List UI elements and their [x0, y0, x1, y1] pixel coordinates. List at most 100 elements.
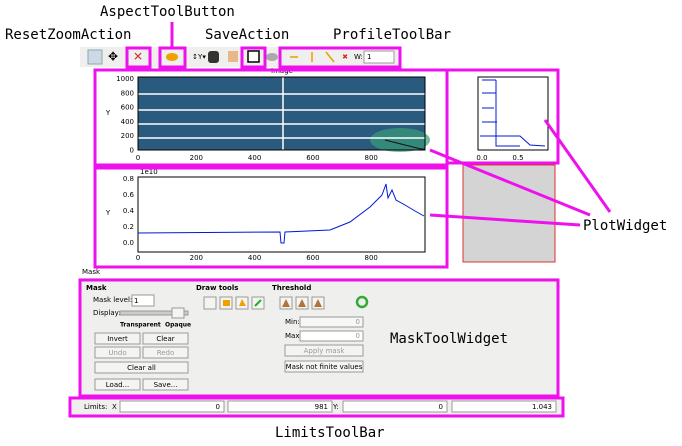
- x-tick-label: 800: [365, 154, 378, 162]
- apply-mask-text: Apply mask: [304, 347, 346, 355]
- y-tick-label: 1000: [116, 75, 134, 83]
- clear-profile[interactable]: ✖: [342, 53, 348, 61]
- mask-not-finite-button[interactable]: [284, 360, 364, 373]
- polygon-icon: [239, 299, 246, 306]
- mask-level-label: Mask level:: [93, 296, 132, 304]
- limit-value: 1.043: [532, 403, 552, 411]
- threshold-glyph: [282, 299, 322, 307]
- width-label: W:: [354, 53, 363, 61]
- mask-button-text: Invert: [107, 335, 128, 343]
- annotation: ResetZoomAction: [5, 27, 131, 43]
- refresh-icon[interactable]: [355, 295, 369, 309]
- limit-field[interactable]: [342, 400, 448, 413]
- annotation: MaskToolWidget: [390, 331, 508, 347]
- pan-icon[interactable]: ✥: [108, 50, 118, 64]
- draw-tool[interactable]: [203, 296, 217, 310]
- y-tick-label: 0.2: [123, 223, 134, 231]
- draw-tool-icons: [203, 296, 265, 310]
- x-tick-label: 600: [306, 254, 319, 262]
- x-tick-label: 0.5: [512, 154, 523, 162]
- reset-zoom-icon[interactable]: ✕: [133, 50, 143, 64]
- mask-button[interactable]: [94, 378, 141, 391]
- dock-title: Mask: [82, 268, 101, 276]
- pencil-icon: [254, 299, 262, 307]
- annotation: LimitsToolBar: [275, 425, 385, 441]
- limit-field[interactable]: [451, 400, 557, 413]
- annotation: AspectToolButton: [100, 4, 235, 20]
- y-tick-label: 0.0: [123, 239, 134, 247]
- draw-tools-title: Draw tools: [196, 284, 238, 292]
- mask-level-spin[interactable]: [131, 294, 155, 307]
- mask-button[interactable]: [94, 346, 141, 359]
- aspect-icon[interactable]: [166, 53, 178, 61]
- display-label: Display:: [93, 309, 121, 317]
- image-frame: [137, 76, 426, 151]
- annotation: ProfileToolBar: [333, 27, 451, 43]
- x-tick-label: 400: [248, 254, 261, 262]
- mask-button[interactable]: [94, 361, 189, 374]
- limit-value: 981: [315, 403, 328, 411]
- image-highlight: [370, 128, 430, 152]
- profile-curve: [137, 183, 425, 244]
- mask-level-value: 1: [134, 297, 138, 305]
- zoom-mode[interactable]: [87, 49, 103, 65]
- image-lines: [138, 77, 425, 150]
- empty-area: [462, 164, 556, 263]
- y-tick-label: 600: [121, 104, 134, 112]
- mask-button[interactable]: [142, 378, 189, 391]
- annotation: SaveAction: [205, 27, 289, 43]
- x-tick-label: 0: [136, 254, 140, 262]
- mask-button-text: Redo: [157, 349, 175, 357]
- limits-label: Limits:: [84, 403, 107, 411]
- colormap-icon[interactable]: [208, 51, 219, 63]
- width-value: 1: [367, 53, 371, 61]
- y-tick-label: 0: [130, 147, 134, 155]
- threshold-icons: [279, 295, 369, 310]
- limit-value: 0: [439, 403, 443, 411]
- mask-button-text: Undo: [108, 349, 126, 357]
- apply-mask-button[interactable]: [284, 344, 364, 357]
- mask-button-text: Clear all: [127, 364, 156, 372]
- min-label: Min:: [285, 318, 300, 326]
- profile-frame: [137, 176, 426, 253]
- y-tick-label: 200: [121, 132, 134, 140]
- max-value: 0: [356, 332, 360, 340]
- max-field[interactable]: [299, 330, 364, 342]
- save-icon[interactable]: [247, 50, 260, 63]
- mask-button-text: Clear: [156, 335, 174, 343]
- copy-icon[interactable]: [228, 51, 238, 62]
- side-profile: [480, 79, 546, 147]
- limits-y-label: Y:: [332, 403, 339, 411]
- mask-button[interactable]: [142, 332, 189, 345]
- x-tick-label: 200: [190, 254, 203, 262]
- mask-button[interactable]: [94, 332, 141, 345]
- y-tick-label: 0.4: [123, 207, 135, 215]
- limit-field[interactable]: [119, 400, 225, 413]
- side-plot-frame: [477, 76, 549, 151]
- profile-offset: 1e10: [140, 168, 158, 176]
- limits-x-label: X: [112, 403, 117, 411]
- x-tick-label: 0: [136, 154, 140, 162]
- y-tick-label: 0.8: [123, 175, 134, 183]
- width-spinbox[interactable]: [363, 50, 395, 64]
- slider-handle[interactable]: [171, 307, 185, 319]
- mask-button-text: Save...: [154, 381, 178, 389]
- min-field[interactable]: [299, 316, 364, 328]
- x-tick-label: 600: [306, 154, 319, 162]
- x-tick-label: 800: [365, 254, 378, 262]
- rect-icon: [223, 300, 230, 306]
- line-profile[interactable]: [325, 51, 335, 63]
- x-tick-label: 400: [248, 154, 261, 162]
- y-axis-icon[interactable]: ↕Y▾: [192, 53, 206, 61]
- mask-not-finite-text: Mask not finite values: [286, 363, 363, 371]
- max-label: Max:: [285, 332, 302, 340]
- profile-line: [384, 139, 426, 151]
- limit-field[interactable]: [227, 400, 333, 413]
- print-icon[interactable]: [266, 53, 278, 61]
- limit-value: 0: [216, 403, 220, 411]
- y-tick-label: 400: [121, 118, 134, 126]
- annotation: PlotWidget: [583, 218, 667, 234]
- mask-button[interactable]: [142, 346, 189, 359]
- x-tick-label: 200: [190, 154, 203, 162]
- mask-button-text: Load...: [106, 381, 129, 389]
